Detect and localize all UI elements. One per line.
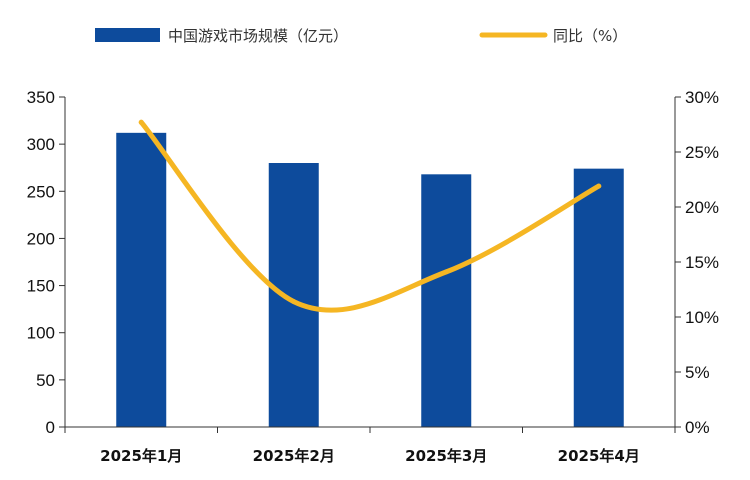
y-right-tick-label: 5% <box>685 363 710 382</box>
y-left-tick-label: 300 <box>27 135 55 154</box>
bar-3 <box>421 174 472 427</box>
yoy-point-2 <box>291 299 297 305</box>
left-axis-ticks: 0 50 100 150 200 250 300 350 <box>27 88 65 437</box>
bar-4 <box>573 168 624 427</box>
y-left-tick-label: 150 <box>27 277 55 296</box>
yoy-point-4 <box>596 183 602 189</box>
y-left-tick-label: 200 <box>27 229 55 248</box>
bar-1 <box>116 132 167 428</box>
y-right-tick-label: 20% <box>685 198 719 217</box>
yoy-point-1 <box>138 119 144 125</box>
legend: 中国游戏市场规模（亿元） 同比（%） <box>95 27 627 45</box>
y-right-tick-label: 0% <box>685 418 710 437</box>
legend-label-bar: 中国游戏市场规模（亿元） <box>168 27 348 45</box>
y-left-tick-label: 250 <box>27 182 55 201</box>
x-category-label: 2025年3月 <box>405 447 487 465</box>
bar-series <box>116 132 624 428</box>
y-left-tick-label: 0 <box>46 418 55 437</box>
y-left-tick-label: 50 <box>36 371 55 390</box>
y-left-tick-label: 100 <box>27 324 55 343</box>
yoy-point-3 <box>443 269 449 275</box>
y-right-tick-label: 15% <box>685 253 719 272</box>
right-axis-ticks: 0% 5% 10% 15% 20% 25% 30% <box>675 88 719 437</box>
y-right-tick-label: 10% <box>685 308 719 327</box>
line-series <box>138 119 602 313</box>
legend-swatch-bar <box>95 28 160 42</box>
y-right-tick-label: 30% <box>685 88 719 107</box>
yoy-line <box>138 119 602 313</box>
x-category-label: 2025年4月 <box>558 447 640 465</box>
y-right-tick-label: 25% <box>685 143 719 162</box>
x-category-label: 2025年1月 <box>100 447 182 465</box>
legend-label-line: 同比（%） <box>553 27 627 45</box>
x-category-label: 2025年2月 <box>253 447 335 465</box>
bar-2 <box>268 163 319 427</box>
category-labels: 2025年1月 2025年2月 2025年3月 2025年4月 <box>100 447 640 465</box>
y-left-tick-label: 350 <box>27 88 55 107</box>
